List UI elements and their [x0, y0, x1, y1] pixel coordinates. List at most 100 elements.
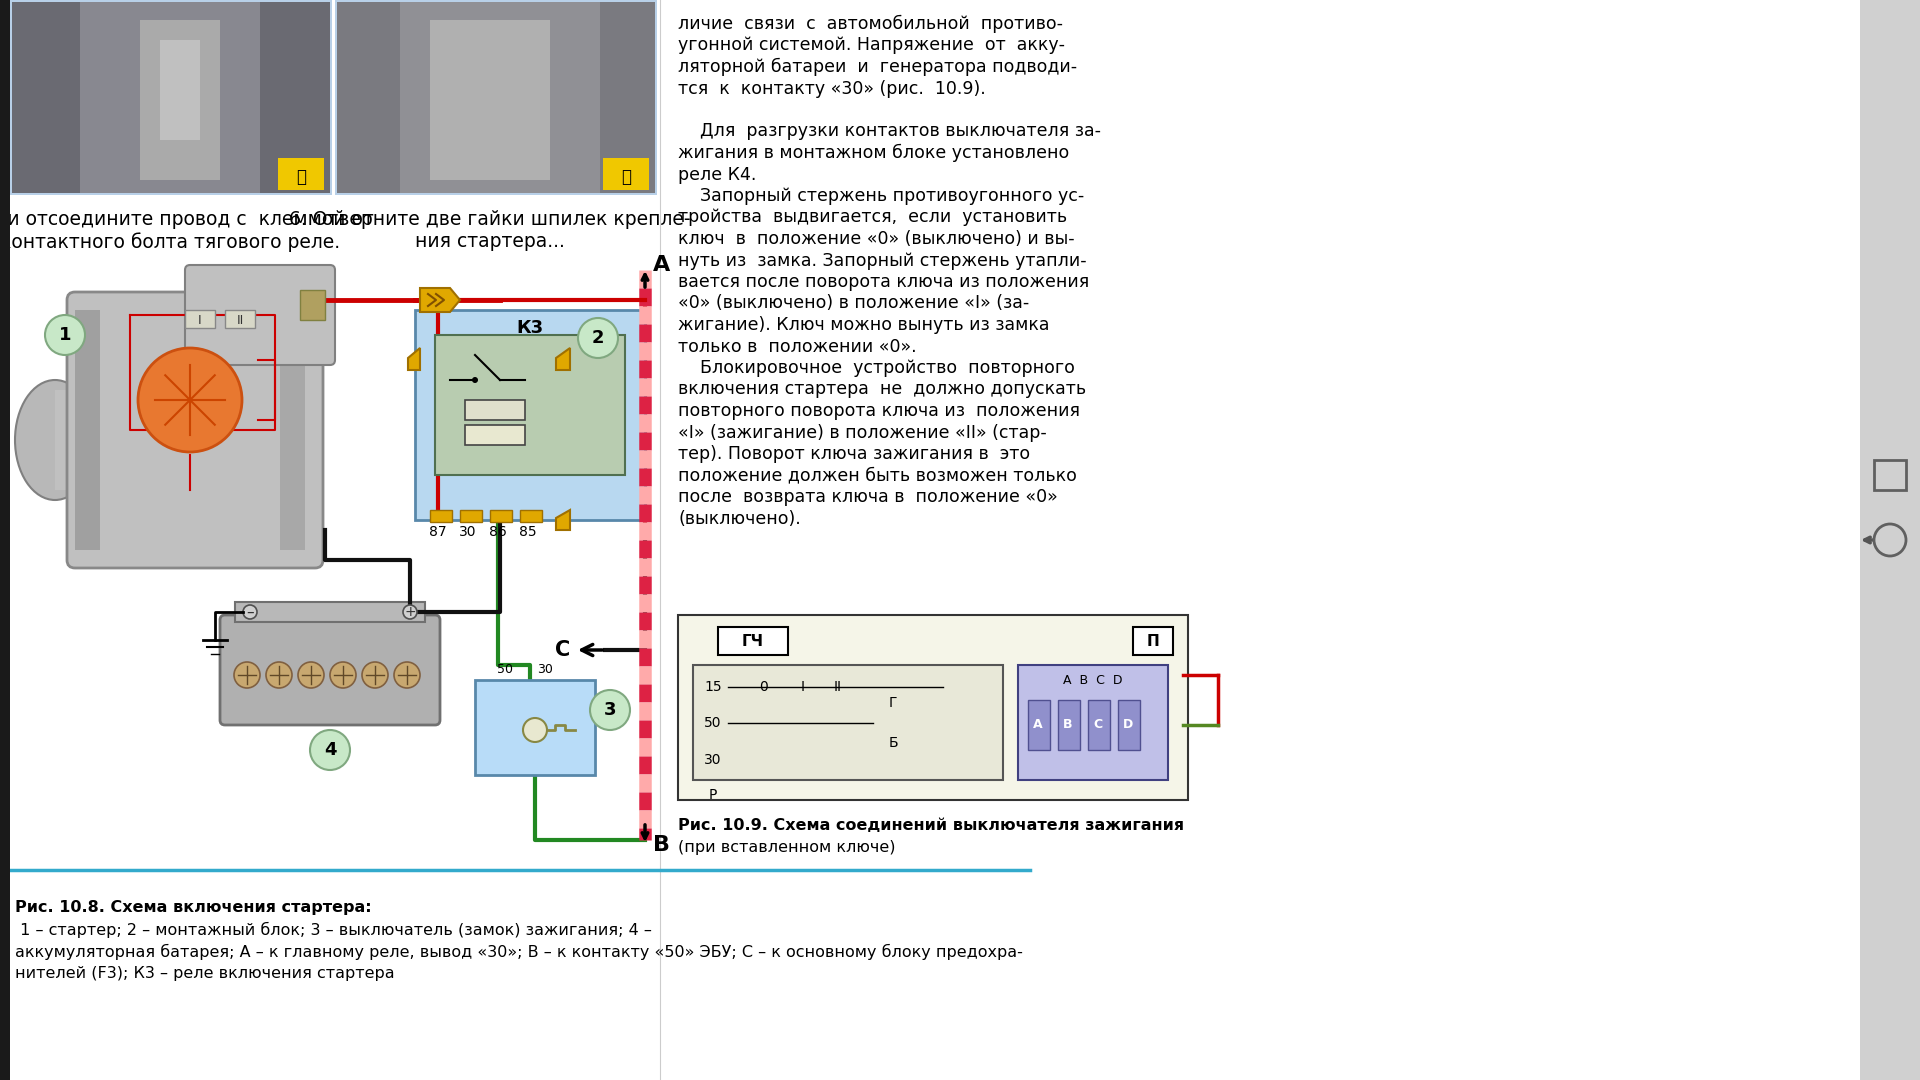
Text: жигания в монтажном блоке установлено: жигания в монтажном блоке установлено: [678, 144, 1069, 162]
Text: положение должен быть возможен только: положение должен быть возможен только: [678, 467, 1077, 485]
Bar: [603, 158, 649, 190]
Bar: [399, 2, 599, 193]
Text: II: II: [236, 313, 244, 326]
Circle shape: [298, 662, 324, 688]
Bar: [1860, 0, 1920, 1080]
Bar: [1058, 700, 1079, 750]
Circle shape: [330, 662, 355, 688]
Text: (при вставленном ключе): (при вставленном ключе): [678, 840, 895, 855]
Bar: [75, 310, 100, 550]
Bar: [520, 510, 541, 522]
Bar: [56, 390, 94, 490]
Text: 3: 3: [603, 701, 616, 719]
Bar: [465, 426, 524, 445]
Text: II: II: [833, 680, 843, 694]
Text: Б: Б: [889, 735, 899, 750]
Text: повторного поворота ключа из  положения: повторного поворота ключа из положения: [678, 402, 1079, 420]
Text: 2: 2: [591, 329, 605, 347]
Text: ГЧ: ГЧ: [741, 634, 764, 648]
Text: Блокировочное  устройство  повторного: Блокировочное устройство повторного: [678, 359, 1075, 377]
Text: I: I: [801, 680, 804, 694]
Circle shape: [403, 605, 417, 619]
Text: 85: 85: [518, 525, 538, 539]
Text: 🔧: 🔧: [620, 168, 632, 186]
Text: (выключено).: (выключено).: [678, 510, 801, 527]
Bar: [0, 0, 10, 1080]
Text: тер). Поворот ключа зажигания в  это: тер). Поворот ключа зажигания в это: [678, 445, 1031, 463]
Text: 30: 30: [538, 663, 553, 676]
Text: 87: 87: [430, 525, 447, 539]
Bar: [300, 291, 324, 320]
Text: A  B  C  D: A B C D: [1064, 674, 1123, 687]
Bar: [12, 2, 330, 193]
Circle shape: [309, 730, 349, 770]
Text: аккумуляторная батарея; А – к главному реле, вывод «30»; В – к контакту «50» ЭБУ: аккумуляторная батарея; А – к главному р…: [15, 944, 1023, 960]
Bar: [334, 0, 657, 195]
Bar: [159, 40, 200, 140]
Text: 6. Отверните две гайки шпилек крепле-
ния стартера...: 6. Отверните две гайки шпилек крепле- ни…: [290, 210, 691, 251]
Text: тся  к  контакту «30» (рис.  10.9).: тся к контакту «30» (рис. 10.9).: [678, 80, 985, 97]
Text: К3: К3: [516, 319, 543, 337]
Circle shape: [589, 690, 630, 730]
Circle shape: [363, 662, 388, 688]
Text: только в  положении «0».: только в положении «0».: [678, 337, 916, 355]
Bar: [1027, 700, 1050, 750]
Text: вается после поворота ключа из положения: вается после поворота ключа из положения: [678, 273, 1089, 291]
Bar: [1117, 700, 1140, 750]
Text: 1: 1: [60, 326, 71, 345]
Bar: [415, 310, 645, 519]
Polygon shape: [407, 348, 420, 370]
Polygon shape: [420, 288, 461, 312]
Text: «0» (выключено) в положение «I» (за-: «0» (выключено) в положение «I» (за-: [678, 295, 1029, 312]
Text: 5. ...и отсоедините провод с  клеммой от
контактного болта тягового реле.: 5. ...и отсоедините провод с клеммой от …: [0, 210, 374, 252]
Bar: [430, 510, 451, 522]
FancyBboxPatch shape: [67, 292, 323, 568]
Circle shape: [234, 662, 259, 688]
Circle shape: [244, 605, 257, 619]
Bar: [474, 680, 595, 775]
Text: Рис. 10.9. Схема соединений выключателя зажигания: Рис. 10.9. Схема соединений выключателя …: [678, 818, 1185, 833]
Text: нителей (F3); К3 – реле включения стартера: нителей (F3); К3 – реле включения старте…: [15, 966, 396, 981]
Bar: [10, 0, 332, 195]
Bar: [430, 21, 549, 180]
Text: Рис. 10.8. Схема включения стартера:: Рис. 10.8. Схема включения стартера:: [15, 900, 372, 915]
Text: D: D: [1123, 718, 1133, 731]
Text: –: –: [246, 605, 253, 620]
Bar: [81, 2, 259, 193]
Text: личие  связи  с  автомобильной  противо-: личие связи с автомобильной противо-: [678, 15, 1064, 33]
Polygon shape: [557, 348, 570, 370]
Text: угонной системой. Напряжение  от  акку-: угонной системой. Напряжение от акку-: [678, 37, 1066, 54]
Text: 50: 50: [705, 716, 722, 730]
Text: 50: 50: [497, 663, 513, 676]
Ellipse shape: [15, 380, 94, 500]
Bar: [278, 158, 324, 190]
Text: A: A: [653, 255, 670, 275]
Text: ляторной батареи  и  генератора подводи-: ляторной батареи и генератора подводи-: [678, 58, 1077, 77]
Bar: [280, 310, 305, 550]
Text: 0: 0: [758, 680, 768, 694]
Bar: [465, 400, 524, 420]
Bar: [693, 665, 1002, 780]
Bar: [1018, 665, 1167, 780]
Text: жигание). Ключ можно вынуть из замка: жигание). Ключ можно вынуть из замка: [678, 316, 1050, 334]
Bar: [140, 21, 221, 180]
Text: 🔧: 🔧: [296, 168, 305, 186]
Bar: [490, 510, 513, 522]
Text: после  возврата ключа в  положение «0»: после возврата ключа в положение «0»: [678, 488, 1058, 507]
Text: ключ  в  положение «0» (выключено) и вы-: ключ в положение «0» (выключено) и вы-: [678, 230, 1075, 248]
Text: 30: 30: [459, 525, 476, 539]
Bar: [338, 2, 655, 193]
Text: Для  разгрузки контактов выключателя за-: Для разгрузки контактов выключателя за-: [678, 122, 1100, 140]
Text: C: C: [1092, 718, 1102, 731]
Bar: [234, 602, 424, 622]
Circle shape: [267, 662, 292, 688]
Polygon shape: [557, 510, 570, 530]
Text: нуть из  замка. Запорный стержень утапли-: нуть из замка. Запорный стержень утапли-: [678, 252, 1087, 270]
Text: «I» (зажигание) в положение «II» (стар-: «I» (зажигание) в положение «II» (стар-: [678, 423, 1046, 442]
FancyBboxPatch shape: [221, 615, 440, 725]
Circle shape: [138, 348, 242, 453]
Circle shape: [472, 377, 478, 383]
Text: C: C: [555, 640, 570, 660]
Text: 30: 30: [705, 753, 722, 767]
Text: A: A: [1033, 718, 1043, 731]
